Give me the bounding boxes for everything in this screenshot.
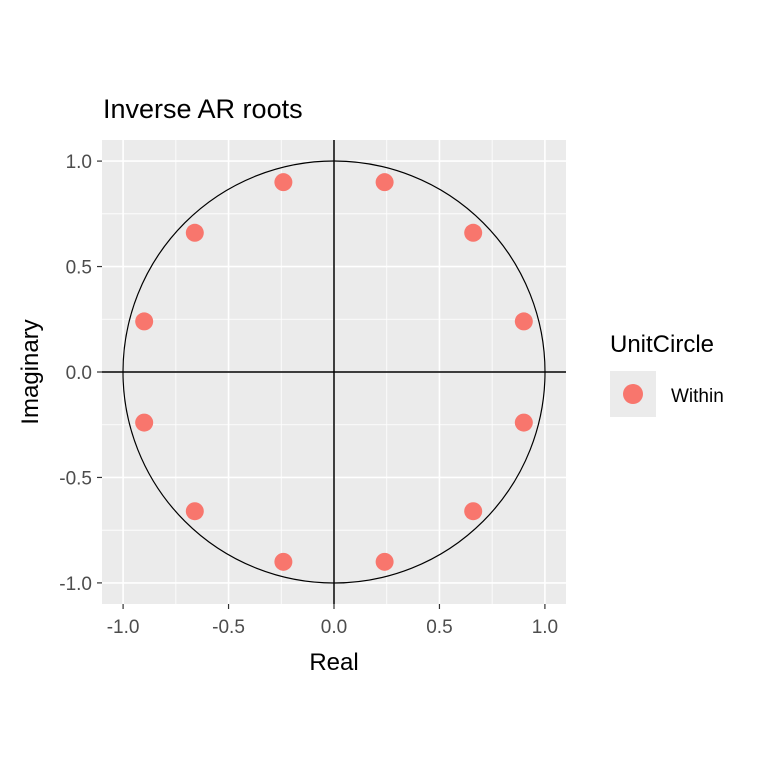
y-tick-label: -1.0: [59, 574, 92, 595]
y-tick-label: 0.5: [66, 258, 92, 279]
x-tick-label: 0.5: [426, 617, 452, 638]
root-point: [514, 413, 533, 432]
x-tick-label: 1.0: [532, 617, 558, 638]
x-tick-label: 0.0: [321, 617, 347, 638]
legend-key-point: [623, 384, 643, 404]
root-point: [274, 173, 293, 192]
y-tick-label: -0.5: [59, 468, 92, 489]
y-axis-label: Imaginary: [17, 319, 44, 424]
chart-title: Inverse AR roots: [103, 94, 303, 124]
data-points: [135, 173, 533, 571]
root-point: [135, 312, 154, 331]
x-tick-label: -0.5: [212, 617, 245, 638]
unit-circle: [122, 160, 546, 584]
y-tick-label: 0.0: [66, 363, 92, 384]
legend-title: UnitCircle: [610, 331, 714, 358]
legend-label-within: Within: [671, 386, 724, 407]
y-axis-ticks: -1.0 -0.5 0.0 0.5 1.0: [59, 152, 102, 595]
root-point: [375, 173, 394, 192]
root-point: [464, 223, 483, 242]
legend: UnitCircle Within: [610, 331, 724, 417]
root-point: [464, 502, 483, 521]
x-axis-ticks: -1.0 -0.5 0.0 0.5 1.0: [107, 604, 558, 638]
root-point: [375, 552, 394, 571]
x-axis-label: Real: [309, 649, 358, 676]
root-point: [135, 413, 154, 432]
root-point: [274, 552, 293, 571]
root-point: [514, 312, 533, 331]
root-point: [185, 502, 204, 521]
y-tick-label: 1.0: [66, 152, 92, 173]
x-tick-label: -1.0: [107, 617, 140, 638]
root-point: [185, 223, 204, 242]
